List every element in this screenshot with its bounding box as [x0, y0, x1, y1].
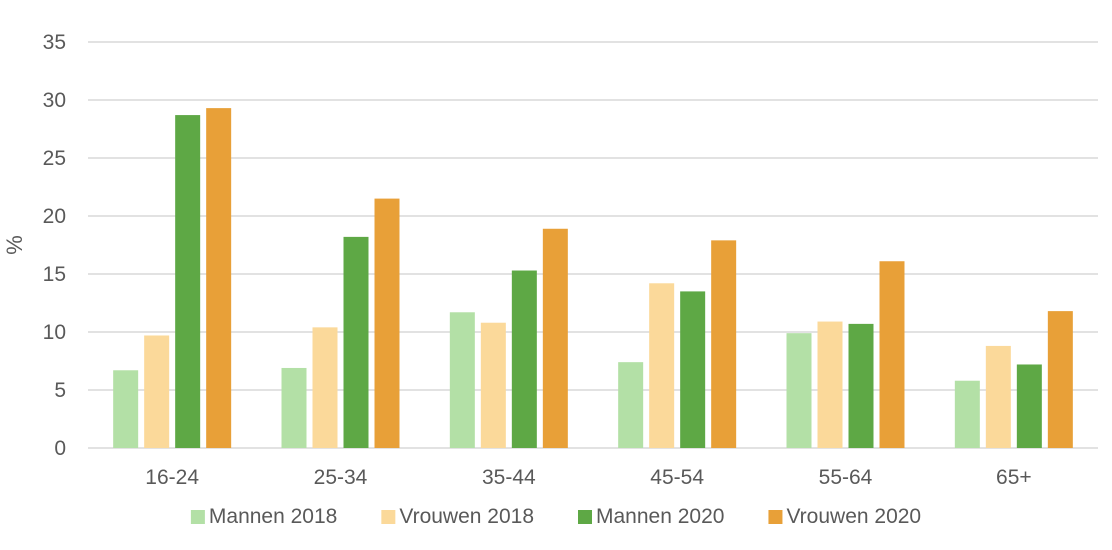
legend-label: Vrouwen 2020 [786, 505, 921, 528]
bar [1016, 364, 1042, 448]
bar [542, 228, 568, 448]
x-tick-label: 35-44 [482, 466, 536, 489]
bar [312, 327, 338, 448]
x-tick-label: 55-64 [819, 466, 873, 489]
y-tick-label: 35 [43, 31, 66, 54]
legend-item: Mannen 2020 [578, 505, 724, 528]
bar [879, 261, 905, 448]
bar [480, 322, 506, 448]
legend-label: Mannen 2018 [209, 505, 337, 528]
bar [281, 367, 307, 448]
legend-label: Vrouwen 2018 [399, 505, 534, 528]
x-axis-categories: 16-24 25-34 35-44 45-54 55-64 65+ [145, 466, 1031, 489]
bar [511, 270, 537, 448]
bar [954, 380, 980, 448]
bar [113, 370, 139, 448]
legend-item: Vrouwen 2018 [381, 505, 534, 528]
bar [449, 312, 475, 448]
legend: Mannen 2018 Vrouwen 2018 Mannen 2020 Vrouwe… [190, 505, 921, 528]
legend-item: Mannen 2018 [190, 505, 337, 528]
y-tick-label: 15 [43, 263, 66, 286]
x-tick-label: 25-34 [314, 466, 368, 489]
legend-swatch [190, 510, 205, 524]
x-tick-label: 45-54 [650, 466, 704, 489]
legend-swatch [768, 510, 783, 524]
bar [848, 323, 874, 448]
bar [618, 362, 644, 448]
y-tick-label: 5 [54, 379, 66, 402]
bar [680, 291, 706, 448]
y-tick-label: 20 [43, 205, 66, 228]
gridlines [88, 41, 1098, 449]
bar [649, 283, 675, 448]
bar [343, 236, 369, 448]
bar [206, 108, 232, 449]
legend-swatch [381, 510, 396, 524]
bar [144, 335, 170, 448]
legend-item: Vrouwen 2020 [768, 505, 921, 528]
bar [175, 115, 201, 448]
y-tick-label: 25 [43, 147, 66, 170]
y-tick-label: 10 [43, 321, 66, 344]
bar [817, 321, 843, 448]
legend-swatch [578, 510, 592, 524]
y-tick-label: 30 [43, 89, 66, 112]
bar [374, 198, 400, 448]
bar [985, 345, 1011, 448]
x-tick-label: 16-24 [145, 466, 199, 489]
y-axis-label: % [2, 235, 27, 255]
bar [711, 240, 737, 448]
x-tick-label: 65+ [996, 466, 1032, 489]
bar [786, 333, 812, 448]
legend-label: Mannen 2020 [596, 505, 724, 528]
bars [113, 108, 1073, 449]
y-tick-label: 0 [54, 437, 66, 460]
bar [1047, 311, 1073, 448]
y-axis-ticks: 0 5 10 15 20 25 30 35 [43, 31, 66, 460]
